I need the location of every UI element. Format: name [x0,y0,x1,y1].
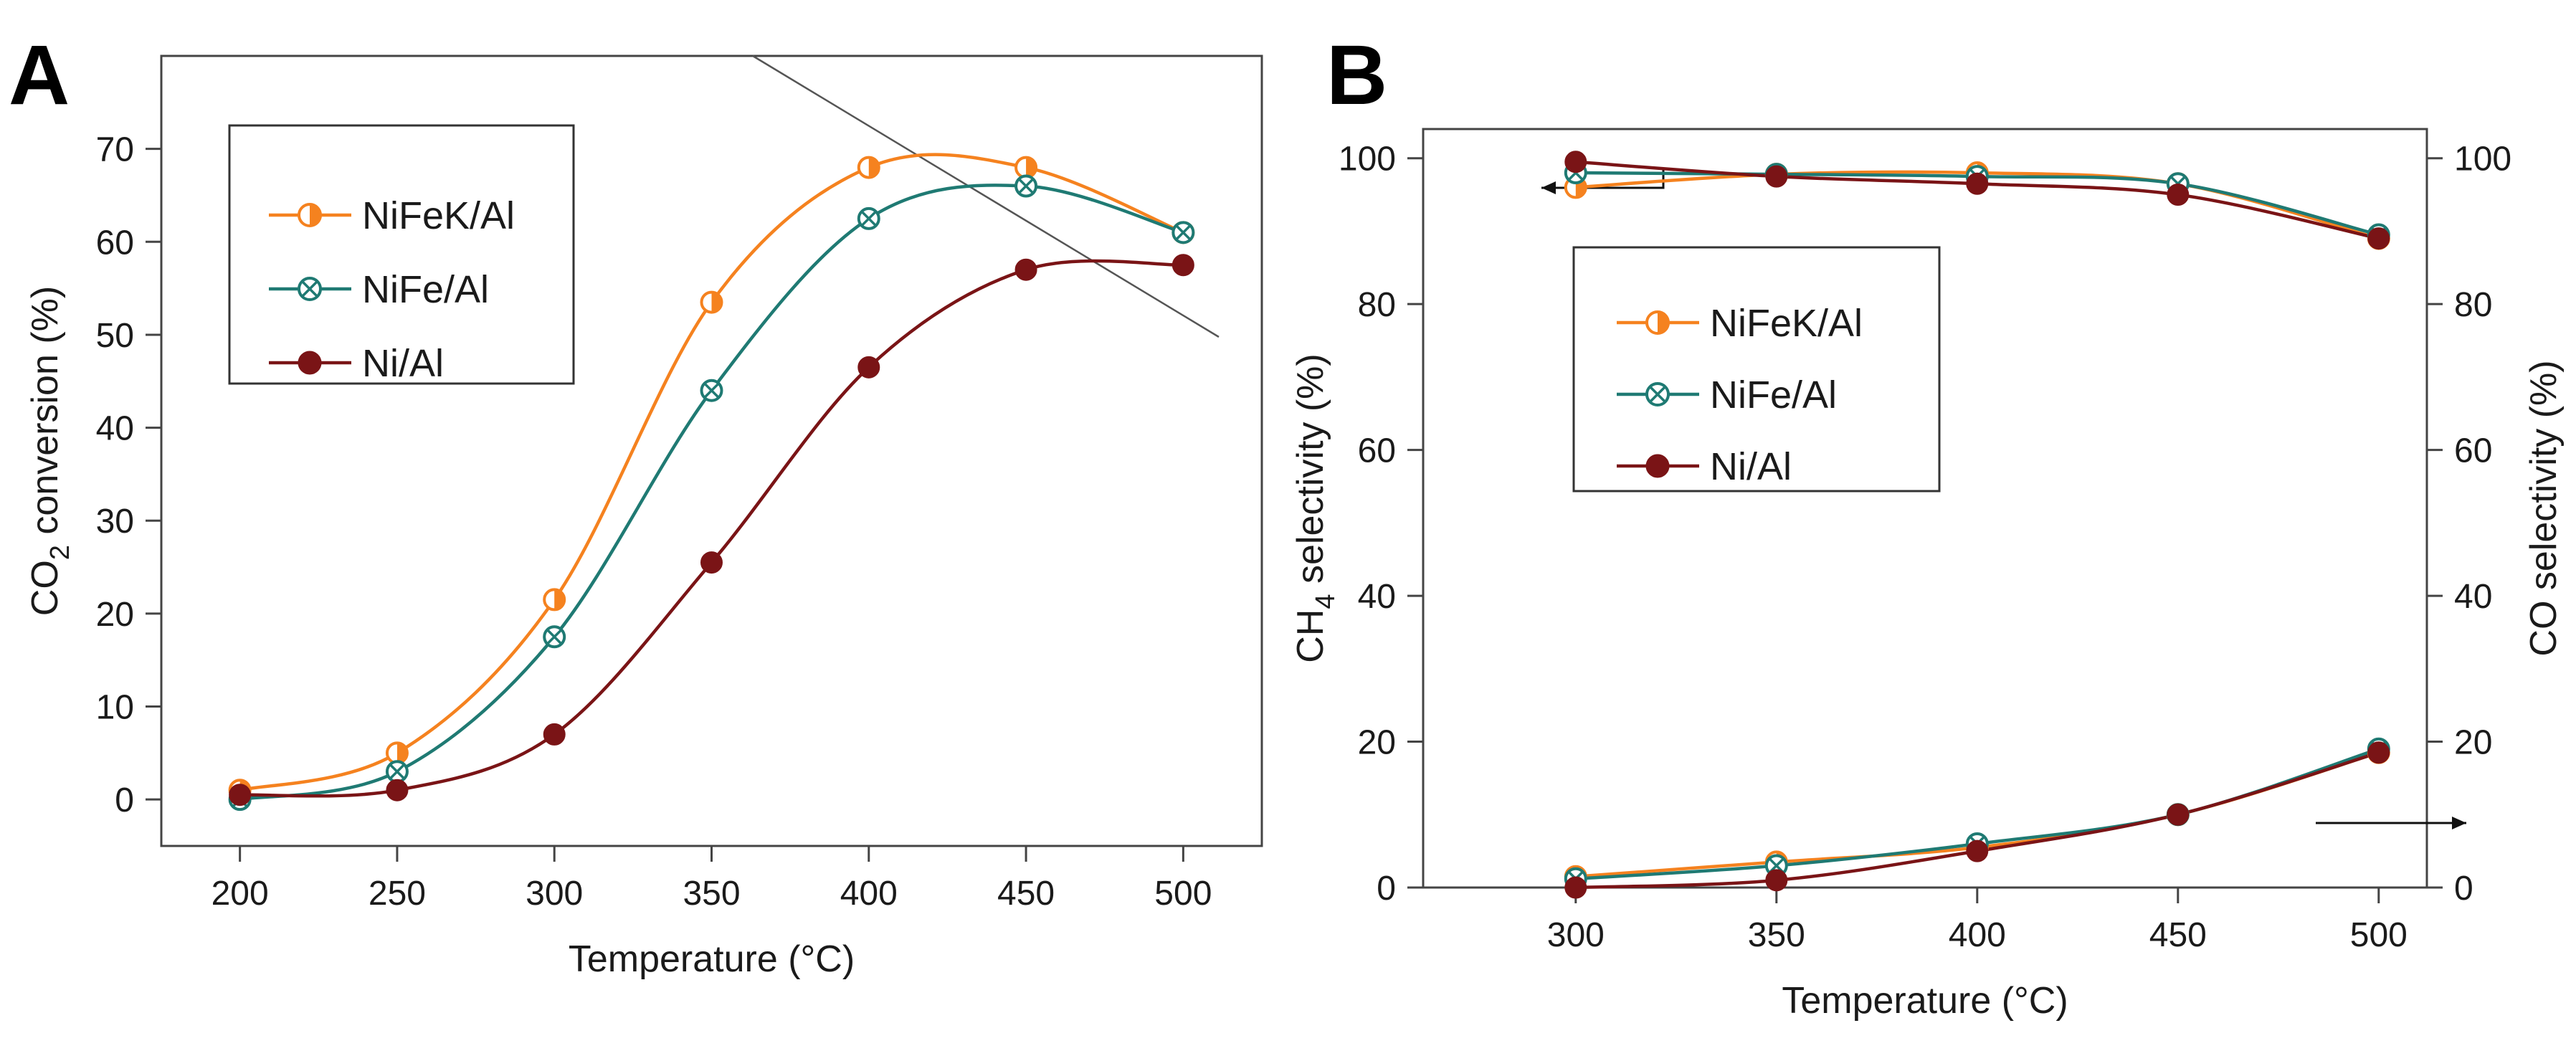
panel-b-y-left-tick-label: 20 [1358,724,1396,762]
panel-a-y-tick-label: 10 [96,689,134,727]
panel-a-label: A [9,28,70,123]
panel-a-x-tick-label: 450 [997,875,1055,913]
panel-b-y-left-axis-label: CH4 selectivity (%) [1290,353,1341,662]
panel-a-point [386,779,409,801]
panel-b-point-co [2167,803,2190,826]
panel-b-point-co [1765,869,1788,892]
panel-a-legend-label: NiFe/Al [362,268,489,311]
panel-a-point [1014,174,1038,198]
panel-b-x-axis-label: Temperature (°C) [1782,980,2068,1022]
panel-a-point [543,625,566,649]
panel-a-y-tick-label: 50 [96,317,134,355]
panel-b-y-right-tick-label: 20 [2454,724,2492,762]
panel-b-legend-marker [1645,310,1670,335]
panel-b-y-left-tick-label: 100 [1339,141,1396,179]
panel-b-x-tick-label: 400 [1949,916,2006,954]
panel-b-y-right-axis-label: CO selectivity (%) [2523,360,2565,656]
panel-a-x-tick-label: 200 [212,875,269,913]
panel-b-y-right-tick-label: 100 [2454,141,2511,179]
panel-b-label: B [1326,28,1387,123]
panel-b-point-ch4 [1966,172,1989,195]
panel-a-legend-marker [298,277,322,301]
panel-a-x-tick-label: 400 [840,875,898,913]
panel-a-x-tick-label: 350 [683,875,740,913]
panel-a-point [229,784,252,807]
panel-a-y-tick-label: 60 [96,224,134,262]
panel-a-point [543,588,566,612]
panel-a-series [228,153,1195,812]
panel-a-x-tick-label: 300 [526,875,583,913]
panel-b-point-co [2367,741,2390,764]
panel-b-point-ch4 [1564,151,1587,173]
panel-a-x-axis-label: Temperature (°C) [569,938,855,980]
panel-a-axes: 200 250 300 350 400 450 500 0 10 20 30 40 50 60 70 Temp… [24,54,1263,980]
panel-b-point-ch4 [2367,227,2390,250]
panel-b-legend-box [1572,246,1941,493]
panel-a-legend-label: NiFeK/Al [362,194,515,237]
panel-a-point [543,723,566,746]
panel-b-legend-marker [1645,454,1670,478]
panel-b-point-ch4 [1765,165,1788,188]
panel-a-point [1014,156,1038,179]
panel-a-diagonal-line [752,54,1220,338]
panel-b-x-tick-label: 500 [2350,916,2408,954]
panel-a-point [857,356,880,379]
panel-a-legend: NiFeK/Al NiFe/Al Ni/Al [228,124,575,385]
panel-a-x-tick-label: 250 [369,875,426,913]
panel-b-x-tick-label: 300 [1547,916,1605,954]
panel-b-frame [1422,128,2428,889]
panel-a-point [1171,254,1194,277]
panel-a-point [1014,258,1037,281]
panel-a-y-tick-label: 30 [96,503,134,541]
panel-b-point-co [1966,839,1989,862]
panel-a-y-tick-label: 20 [96,596,134,634]
panel-b-y-left-tick-label: 40 [1358,578,1396,616]
panel-b-y-right-tick-label: 40 [2454,578,2492,616]
panel-a-point [700,290,723,314]
panel-a-y-axis-label: CO2 conversion (%) [24,286,75,616]
panel-a-legend-label: Ni/Al [362,342,444,385]
panel-a-point [857,156,880,179]
panel-a-point [700,551,723,574]
panel-b-right-arrow [2316,817,2466,829]
panel-b-y-left-tick-label: 0 [1377,870,1396,908]
panel-a-legend-marker [298,203,322,227]
panel-a-x-tick-label: 500 [1154,875,1212,913]
panel-b-y-left-tick-label: 80 [1358,286,1396,324]
panel-b-y-right-tick-label: 0 [2454,870,2473,908]
panel-a-legend-box [228,124,575,385]
panel-b-legend-marker [1645,382,1670,406]
panel-a-point [385,741,409,765]
panel-a-point [700,379,723,402]
panel-b-legend-label: NiFeK/Al [1710,302,1863,345]
panel-b-point-ch4 [2167,184,2190,206]
panel-b-y-left-tick-label: 60 [1358,432,1396,470]
panel-a-y-tick-label: 40 [96,410,134,448]
panel-a-point [385,760,409,784]
panel-b-point-co [1564,876,1587,899]
panel-b-axes: 300 350 400 450 500 0 20 40 60 80 100 0 20 40 60 80 100 T… [1290,128,2565,1022]
panel-a-point [857,206,880,230]
panel-b-series [1564,151,2390,899]
panel-b-legend-label: Ni/Al [1710,445,1792,488]
panel-b-x-tick-label: 450 [2149,916,2207,954]
panel-b-y-right-tick-label: 80 [2454,286,2492,324]
panel-a-y-tick-label: 70 [96,131,134,169]
panel-a-legend-marker [298,351,322,375]
panel-b-legend-label: NiFe/Al [1710,374,1837,417]
panel-b-y-right-tick-label: 60 [2454,432,2492,470]
panel-a-point [1171,221,1195,244]
panel-b-x-tick-label: 350 [1748,916,1805,954]
panel-a-y-tick-label: 0 [115,781,134,819]
panel-b-legend: NiFeK/Al NiFe/Al Ni/Al [1572,246,1941,493]
